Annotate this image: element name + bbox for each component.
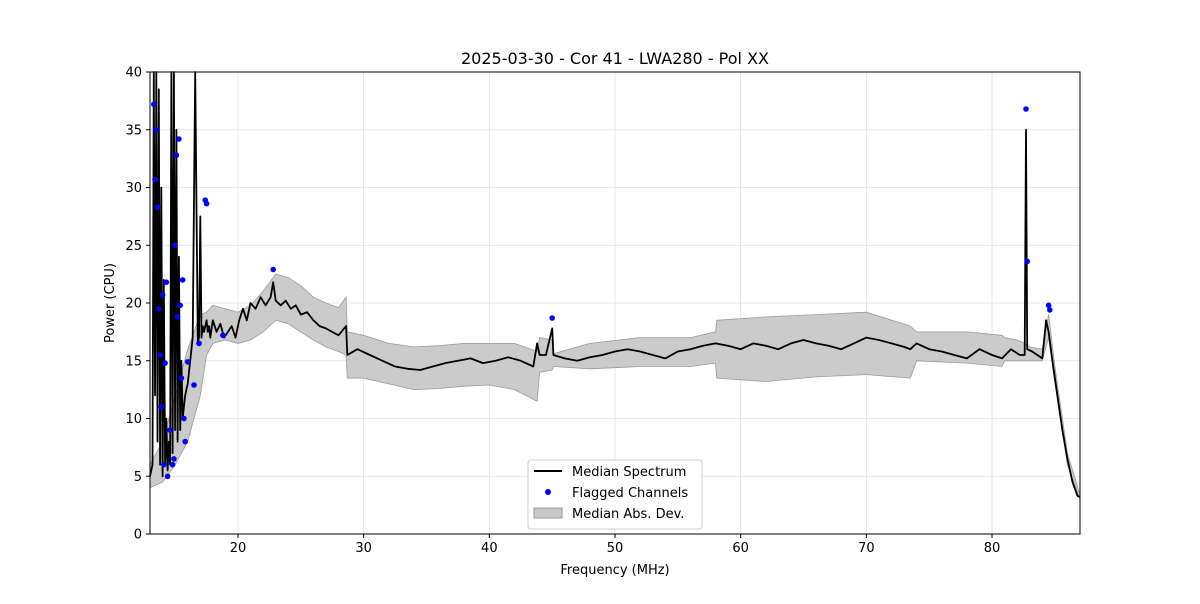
x-tick-label: 70 bbox=[858, 541, 875, 556]
flagged-channel-point bbox=[173, 152, 180, 158]
flagged-channel-point bbox=[1045, 302, 1052, 309]
flagged-channel-point bbox=[220, 332, 226, 339]
flagged-channel-point bbox=[167, 427, 173, 433]
flagged-channel-point bbox=[159, 292, 166, 298]
axis-ticks: 20 30 40 50 60 70 80 0 5 10 15 20 25 30 35 40 bbox=[125, 66, 1000, 557]
y-tick-label: 30 bbox=[125, 181, 142, 196]
flagged-channel-point bbox=[184, 359, 191, 365]
flagged-channel-point bbox=[1023, 106, 1029, 112]
flagged-channel-point bbox=[154, 204, 161, 210]
flagged-channel-point bbox=[162, 360, 168, 366]
y-tick-label: 40 bbox=[125, 66, 142, 81]
y-axis-label: Power (CPU) bbox=[103, 263, 118, 343]
x-axis-label: Frequency (MHz) bbox=[560, 563, 669, 578]
flagged-channel-point bbox=[176, 136, 182, 142]
flagged-channel-point bbox=[549, 315, 555, 321]
y-tick-label: 15 bbox=[125, 354, 142, 369]
flagged-channel-point bbox=[178, 375, 185, 381]
plot-area bbox=[149, 71, 1081, 500]
legend: Median Spectrum Flagged Channels Median … bbox=[527, 459, 703, 530]
legend-patch-swatch bbox=[533, 507, 563, 519]
flagged-channel-point bbox=[1024, 258, 1030, 265]
x-tick-label: 30 bbox=[355, 541, 372, 556]
x-tick-label: 40 bbox=[481, 541, 498, 556]
flagged-channel-point bbox=[156, 306, 162, 312]
legend-marker-swatch bbox=[545, 489, 551, 495]
flagged-channel-point bbox=[172, 242, 178, 249]
flagged-channel-point bbox=[171, 456, 177, 462]
y-tick-label: 35 bbox=[125, 123, 142, 138]
x-tick-label: 60 bbox=[732, 541, 749, 556]
legend-label-median-spectrum: Median Spectrum bbox=[572, 465, 686, 480]
x-tick-label: 50 bbox=[607, 541, 624, 556]
chart-title: 2025-03-30 - Cor 41 - LWA280 - Pol XX bbox=[461, 49, 769, 68]
flagged-channel-point bbox=[181, 415, 187, 422]
x-tick-label: 80 bbox=[984, 541, 1001, 556]
y-tick-label: 25 bbox=[125, 239, 142, 254]
flagged-channel-point bbox=[169, 461, 176, 468]
x-tick-label: 20 bbox=[230, 541, 247, 556]
flagged-channel-point bbox=[161, 461, 167, 468]
flagged-channel-point bbox=[270, 266, 277, 273]
legend-label-median-abs-dev: Median Abs. Dev. bbox=[572, 507, 684, 522]
flagged-channel-point bbox=[203, 200, 210, 207]
flagged-channel-point bbox=[163, 279, 170, 286]
flagged-channel-point bbox=[191, 382, 197, 388]
y-tick-label: 5 bbox=[134, 470, 142, 485]
y-tick-label: 10 bbox=[125, 412, 142, 427]
flagged-channel-point bbox=[153, 127, 160, 133]
flagged-channel-point bbox=[179, 277, 186, 283]
flagged-channel-point bbox=[196, 340, 202, 347]
legend-label-flagged-channels: Flagged Channels bbox=[572, 486, 688, 501]
flagged-channel-point bbox=[152, 176, 158, 183]
flagged-channel-point bbox=[157, 352, 163, 358]
legend-box bbox=[527, 459, 703, 530]
flagged-channel-point bbox=[158, 404, 165, 410]
y-tick-label: 0 bbox=[134, 528, 142, 543]
flagged-channel-point bbox=[174, 314, 181, 320]
flagged-channel-point bbox=[151, 101, 157, 108]
flagged-channel-point bbox=[182, 438, 188, 445]
y-tick-label: 20 bbox=[125, 297, 142, 312]
flagged-channel-point bbox=[164, 473, 171, 480]
flagged-channel-point bbox=[177, 302, 183, 309]
flagged-channel-point bbox=[1047, 307, 1053, 313]
